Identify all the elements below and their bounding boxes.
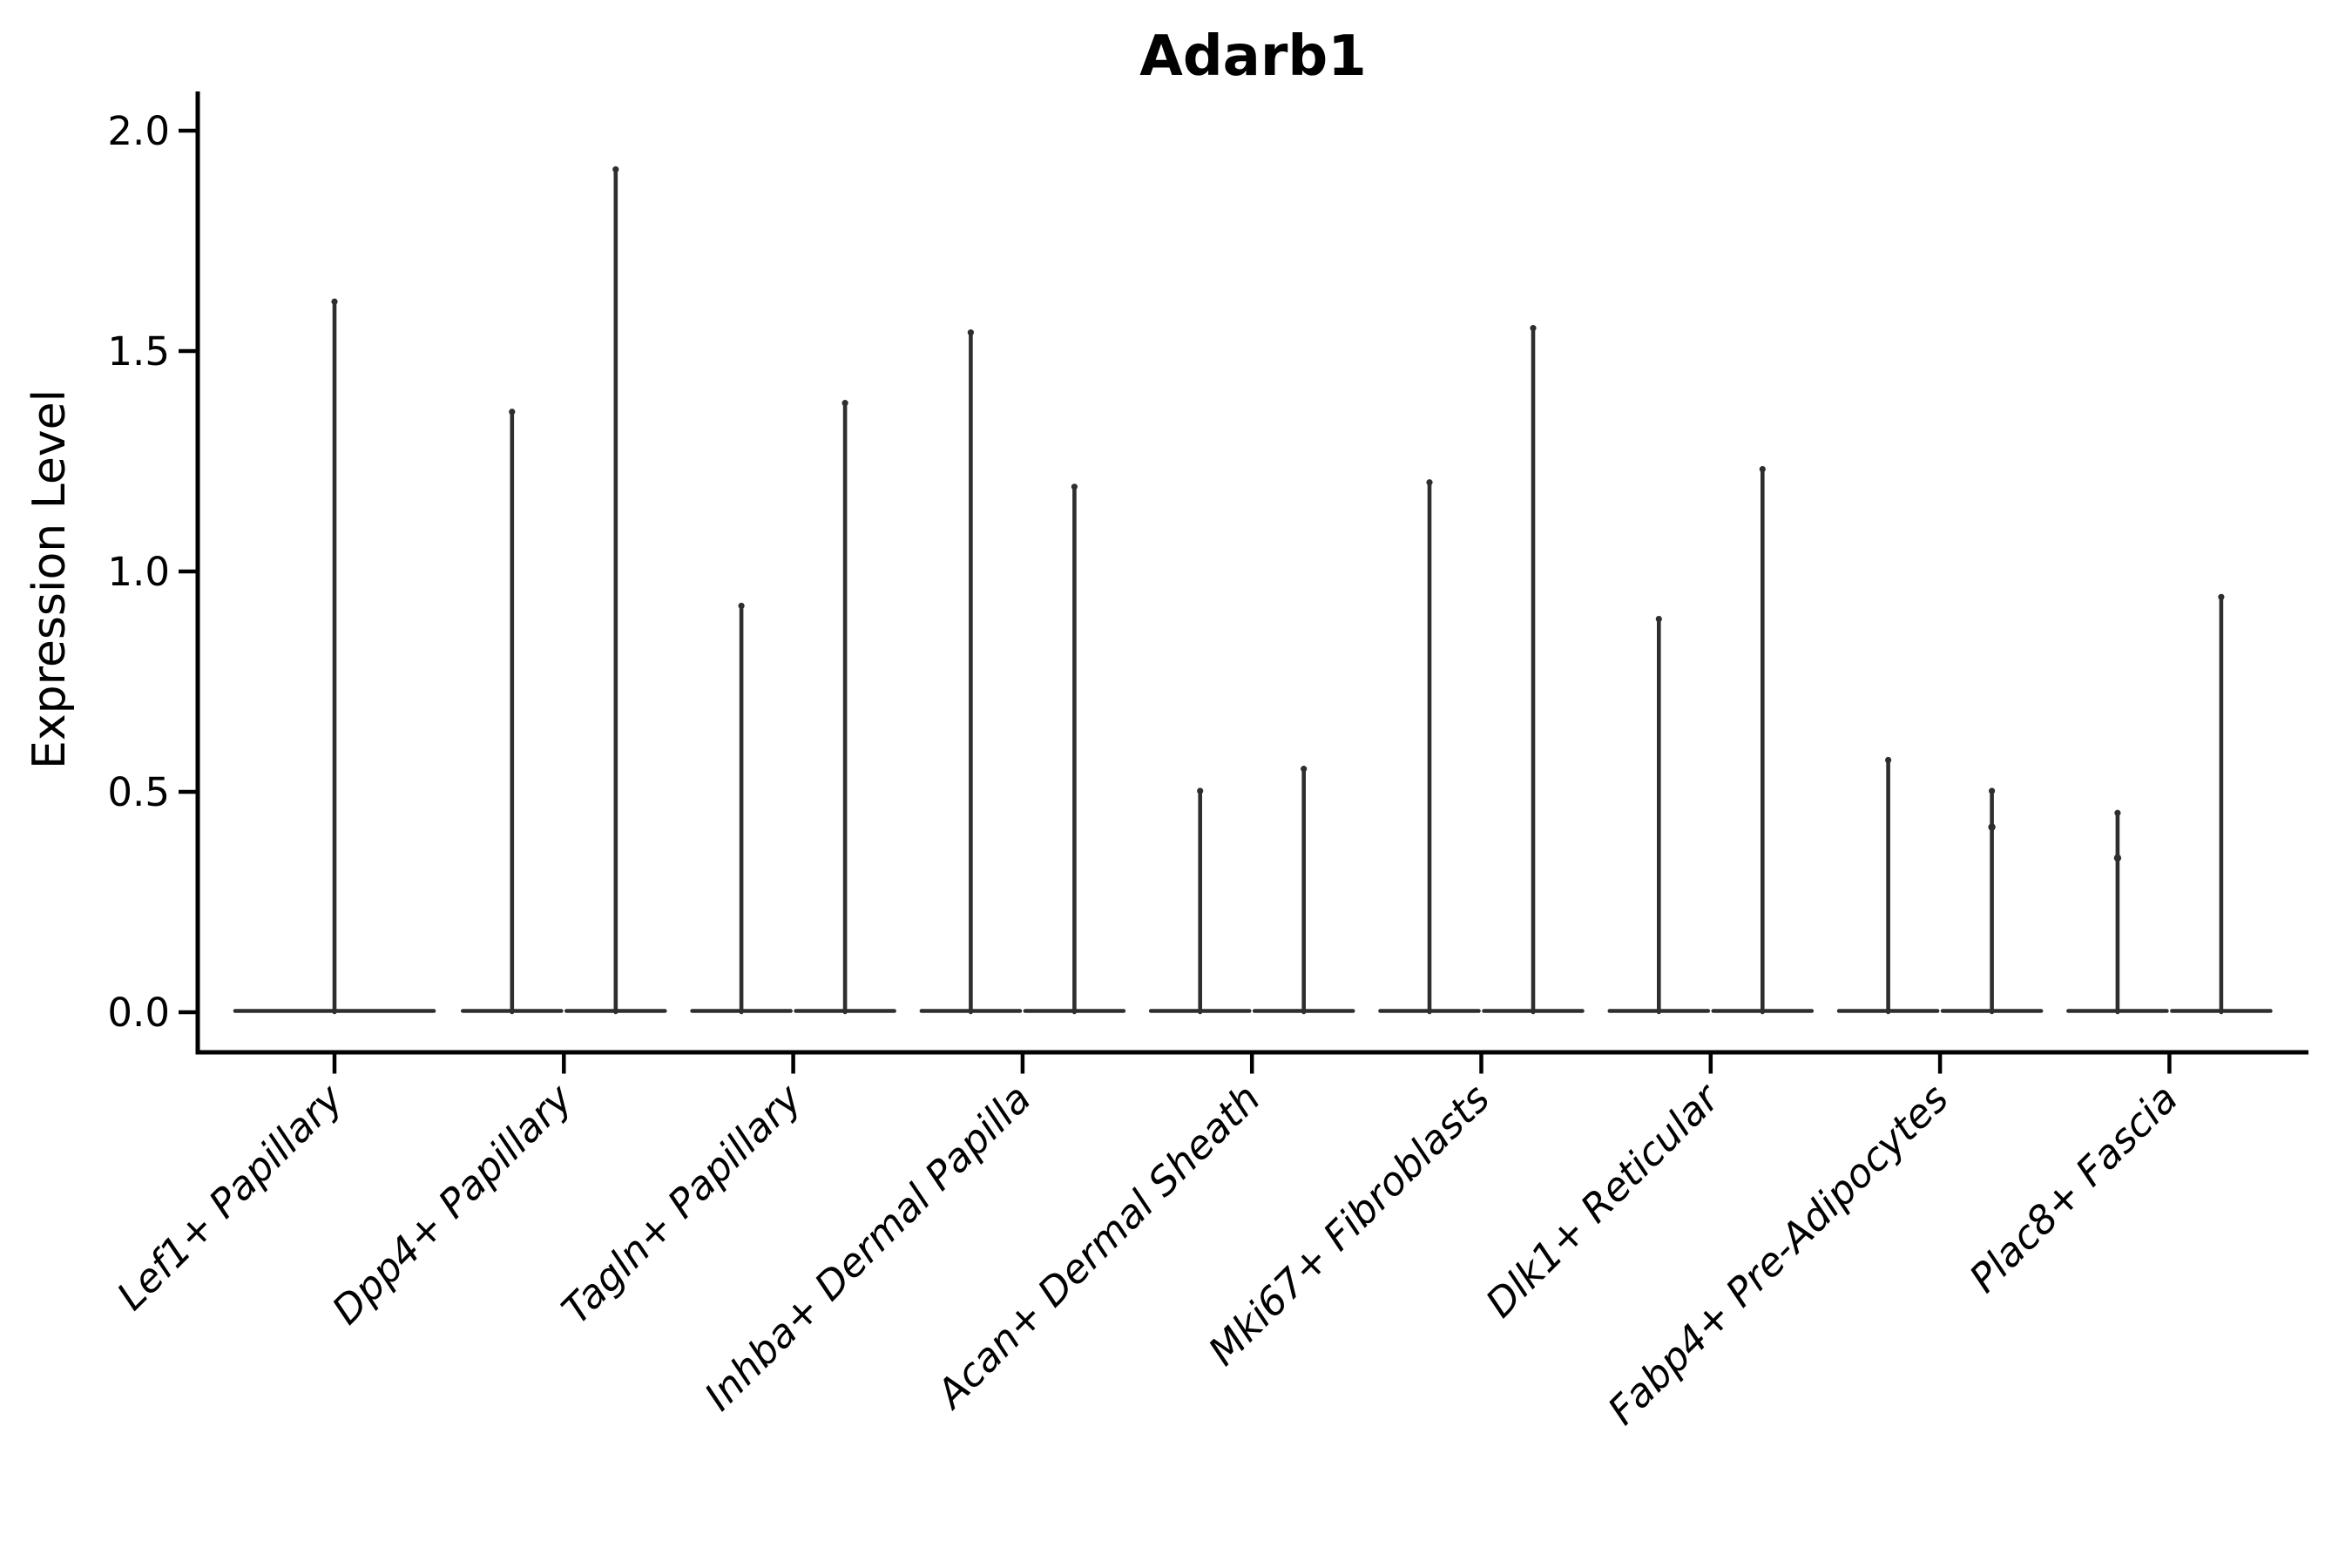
violin-spike-top [2218,593,2225,600]
violin-spike-top [1301,766,1308,773]
violin-spike-top [1989,787,1996,794]
x-category-label: Dpp4+ Papillary [323,1074,582,1333]
y-tick-label: 1.5 [107,328,170,375]
violin-spike-top [509,409,516,416]
violin-spike-top [1426,479,1433,486]
violin-knot [2113,854,2122,862]
violin-spike-top [612,166,619,173]
violin-spike-top [738,602,745,610]
x-category-label: Tagln+ Papillary [552,1074,811,1333]
violin-spike-top [1759,465,1766,473]
violin-knot [1988,823,1996,831]
violin-spike-top [1655,616,1662,623]
x-category-label: Plac8+ Fascia [1960,1075,2186,1301]
violin-spike-top [967,329,974,336]
violin-spike-top [1197,787,1204,794]
violin-spike-top [841,400,848,407]
y-tick-label: 0.5 [107,769,170,815]
x-category-label: Dlk1+ Reticular [1477,1074,1729,1327]
violin-spike-top [331,298,338,305]
chart-title: Adarb1 [1139,24,1367,89]
violin-spike-top [1071,483,1078,490]
violin-spike-top [1885,756,1892,764]
violin-spike-top [2114,809,2121,816]
y-tick-label: 0.0 [107,990,170,1036]
violin-spike-top [1530,325,1537,332]
x-category-label: Lef1+ Papillary [108,1074,353,1319]
y-tick-label: 1.0 [107,549,170,595]
y-tick-label: 2.0 [107,108,170,154]
